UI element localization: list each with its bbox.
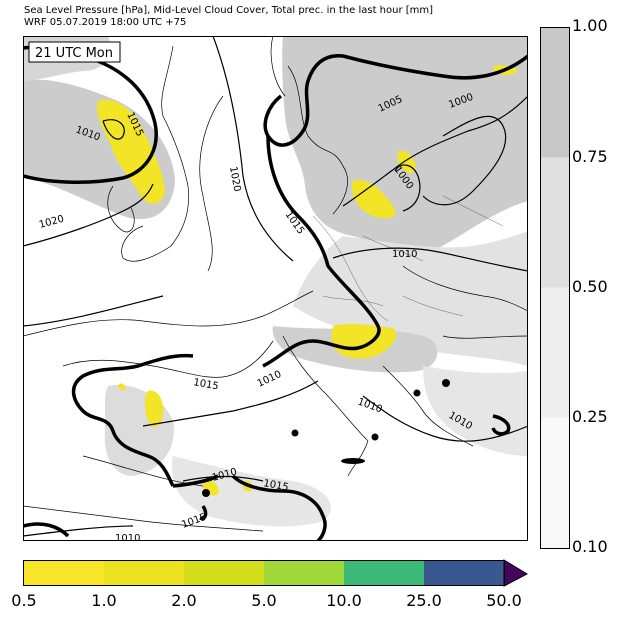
cloud-band-2 [540, 157, 570, 288]
precip-color-segment [264, 561, 344, 585]
isobars-thin [23, 36, 528, 537]
isobar-label: 1010 [115, 533, 140, 541]
cloud-tick-label: 0.25 [572, 407, 608, 426]
precip-tick-label: 1.0 [91, 591, 117, 610]
model-run-info: WRF 05.07.2019 18:00 UTC +75 [24, 17, 187, 28]
precip-color-segment [424, 561, 504, 585]
precip-tick-label: 5.0 [251, 591, 277, 610]
precip-color-segment [24, 561, 104, 585]
precip-color-segment [104, 561, 184, 585]
map-title: Sea Level Pressure [hPa], Mid-Level Clou… [24, 5, 434, 16]
precip-tick-label: 25.0 [406, 591, 442, 610]
isobar-label: 1010 [392, 249, 417, 260]
cloud-tick-label: 0.75 [572, 147, 608, 166]
cloud-band-1 [540, 27, 570, 158]
forecast-time-label: 21 UTC Mon [35, 46, 113, 61]
cloud-tick-label: 0.50 [572, 277, 608, 296]
cloud-band-3 [540, 287, 570, 418]
precip-tick-label: 50.0 [486, 591, 522, 610]
precip-color-segment [184, 561, 264, 585]
precip-color-segment [344, 561, 424, 585]
isobar-label: 1020 [227, 166, 242, 193]
cloud-tick-label: 0.10 [572, 537, 608, 556]
isobar-label: 1015 [192, 377, 219, 392]
pressure-centres [202, 379, 450, 497]
cloud-band-4 [540, 417, 570, 549]
isobar-label: 1015 [262, 478, 289, 493]
precip-tick-label: 2.0 [171, 591, 197, 610]
precip-tick-label: 0.5 [11, 591, 37, 610]
precip-tick-label: 10.0 [326, 591, 362, 610]
cloud-tick-label: 1.00 [572, 16, 608, 35]
weather-map: 1010 1015 1020 1020 1015 1005 1000 1000 … [23, 36, 528, 541]
cloud-cover-colorbar [540, 27, 570, 549]
precipitation-colorbar [23, 559, 529, 587]
colorbar-extend-arrow [503, 559, 529, 587]
